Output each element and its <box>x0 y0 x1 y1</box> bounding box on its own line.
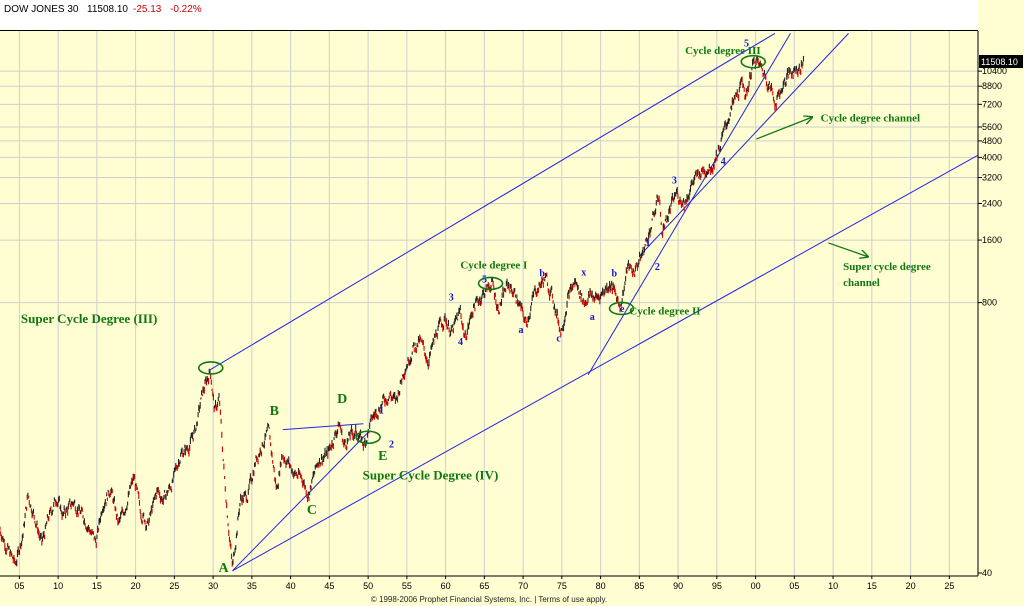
last-price: 11508.10 <box>87 4 128 15</box>
x-tick-label: 05 <box>789 581 799 591</box>
wave-label-blue: 2 <box>655 262 660 273</box>
channel-line <box>232 432 369 572</box>
wave-ellipse <box>355 430 381 445</box>
wave-label-blue: 1 <box>646 238 651 249</box>
x-tick-label: 20 <box>131 581 141 591</box>
wave-label-blue: 4 <box>721 156 726 167</box>
wave-label-blue: a <box>590 312 595 323</box>
percent-change: -0.22% <box>170 4 202 15</box>
x-tick-label: 45 <box>324 581 334 591</box>
wave-label-blue: e <box>620 304 625 315</box>
wave-label-blue: a <box>518 325 523 336</box>
last-price-tag: 11508.10 <box>981 57 1018 67</box>
wave-label-blue: c <box>556 334 561 345</box>
x-tick-label: 70 <box>518 581 528 591</box>
x-tick-label: 85 <box>634 581 644 591</box>
annotations: Super Cycle Degree (III) Super Cycle Degr… <box>21 38 931 576</box>
y-tick-label: 3200 <box>982 173 1002 183</box>
arrows <box>756 117 868 257</box>
channel-line <box>638 33 849 257</box>
y-tick-label: 5600 <box>982 122 1002 132</box>
axes: 05 10 15 20 25 30 35 40 45 50 55 60 65 70 75 80 85 90 95 00… <box>0 31 1023 591</box>
wave-ellipse <box>608 301 635 316</box>
channel-line <box>587 33 791 375</box>
y-tick-label: 40 <box>982 568 992 578</box>
wave-label-green: E <box>378 449 387 464</box>
wave-label-green: D <box>337 392 347 407</box>
price-series <box>0 55 805 567</box>
y-tick-label: 800 <box>982 298 997 308</box>
x-tick-label: 15 <box>92 581 102 591</box>
channel-line <box>232 154 978 572</box>
x-tick-label: 05 <box>14 581 24 591</box>
wave-label-green: Cycle degree III <box>685 45 761 57</box>
x-tick-label: 15 <box>867 581 877 591</box>
y-tick-label: 4800 <box>982 136 1002 146</box>
wave-ellipse <box>197 361 224 375</box>
wave-label-blue: x <box>581 268 586 279</box>
plot-area <box>0 31 978 576</box>
pointer-arrow <box>756 117 812 140</box>
symbol-name: DOW JONES 30 <box>4 4 79 15</box>
wave-label-green: C <box>307 503 317 518</box>
wave-label-green: channel <box>843 277 880 289</box>
y-tick-label: 1600 <box>982 235 1002 245</box>
wave-label-blue: b <box>611 268 617 279</box>
x-tick-label: 00 <box>751 581 761 591</box>
wave-markers <box>197 54 767 445</box>
wave-label-green: Super Cycle Degree (III) <box>21 311 157 326</box>
wave-label-blue: 1 <box>379 406 384 417</box>
last-price-box <box>979 55 1023 68</box>
wave-label-green: B <box>270 404 279 419</box>
wave-label-green: A <box>219 561 230 576</box>
wave-ellipse <box>740 54 767 69</box>
footer-copyright: © 1998-2006 Prophet Financial Systems, I… <box>370 595 608 604</box>
y-tick-label: 10400 <box>982 66 1007 76</box>
wave-label-blue: 5 <box>744 38 749 49</box>
x-tick-label: 10 <box>828 581 838 591</box>
price-chart: Super Cycle Degree (III) Super Cycle Degr… <box>0 31 1023 591</box>
x-tick-label: 60 <box>441 581 451 591</box>
x-tick-label: 40 <box>286 581 296 591</box>
y-tick-label: 8800 <box>982 81 1002 91</box>
wave-label-blue: 5 <box>482 274 487 285</box>
wave-label-blue: 3 <box>672 175 677 186</box>
x-tick-label: 30 <box>208 581 218 591</box>
wave-label-green: Super cycle degree <box>843 261 931 273</box>
x-tick-label: 80 <box>596 581 606 591</box>
y-tick-label: 7200 <box>982 99 1002 109</box>
channel-line <box>282 423 364 431</box>
x-tick-label: 25 <box>169 581 179 591</box>
x-tick-label: 65 <box>479 581 489 591</box>
wave-label-blue: b <box>539 268 545 279</box>
y-tick-label: 4000 <box>982 152 1002 162</box>
x-tick-label: 90 <box>673 581 683 591</box>
wave-label-green: Cycle degree II <box>629 306 700 318</box>
x-tick-label: 25 <box>944 581 954 591</box>
quote-header: DOW JONES 30 11508.10 -25.13 -0.22% <box>0 0 978 31</box>
x-tick-label: 35 <box>247 581 257 591</box>
wave-label-green: Super Cycle Degree (IV) <box>363 467 499 482</box>
x-tick-label: 50 <box>363 581 373 591</box>
y-tick-label: 2400 <box>982 198 1002 208</box>
x-tick-label: 10 <box>53 581 63 591</box>
x-tick-label: 95 <box>712 581 722 591</box>
x-tick-label: 55 <box>402 581 412 591</box>
wave-label-blue: 4 <box>458 337 463 348</box>
wave-ellipse <box>477 276 504 291</box>
x-tick-label: 75 <box>557 581 567 591</box>
wave-label-green: Cycle degree channel <box>821 113 920 125</box>
x-tick-label: 20 <box>906 581 916 591</box>
price-change: -25.13 <box>133 4 162 15</box>
pointer-arrow <box>828 242 868 257</box>
wave-label-blue: 3 <box>449 292 454 303</box>
grid <box>0 31 978 576</box>
channel-line <box>210 32 776 371</box>
wave-label-green: Cycle degree I <box>460 259 527 271</box>
channel-lines <box>210 32 978 572</box>
wave-label-blue: 2 <box>389 439 394 450</box>
